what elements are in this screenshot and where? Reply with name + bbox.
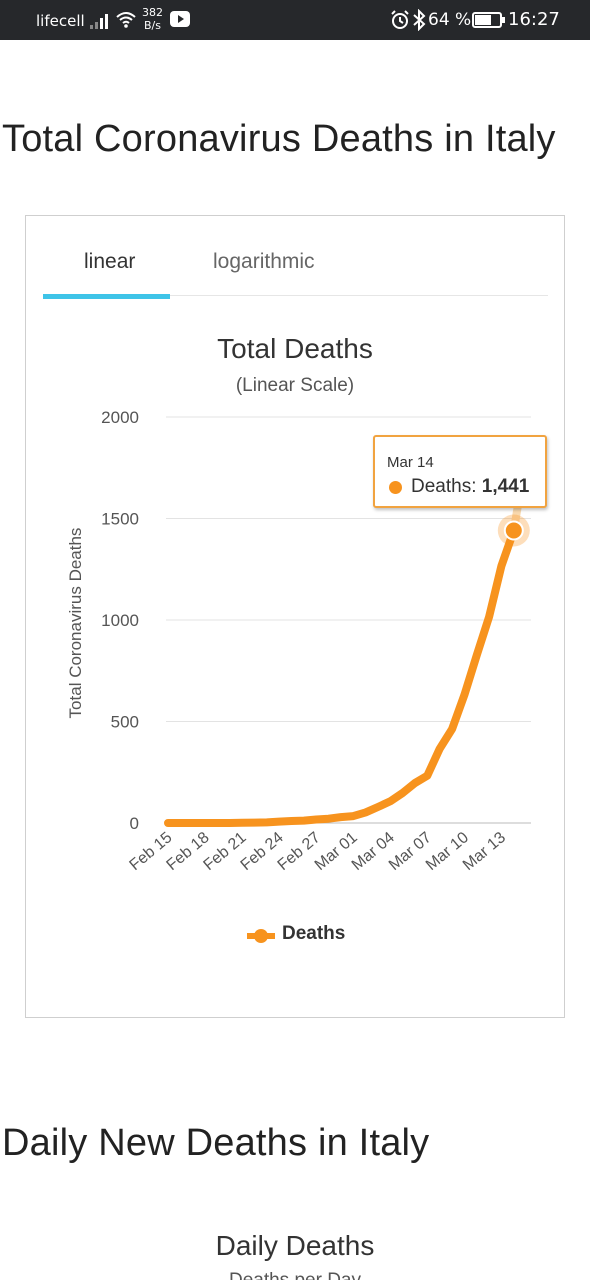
y-axis-label: Total Coronavirus Deaths: [66, 528, 85, 719]
gridlines: [166, 416, 531, 824]
daily-chart-subtitle: Deaths per Day: [0, 1270, 590, 1280]
y-tick-label: 1500: [101, 510, 139, 529]
hover-marker: [497, 514, 530, 547]
status-time: 16:27: [508, 9, 560, 30]
section-title-daily-deaths: Daily New Deaths in Italy: [2, 1122, 430, 1164]
legend-swatch-deaths: [247, 929, 275, 943]
hover-point[interactable]: [503, 520, 524, 541]
tooltip-date: Mar 14: [387, 454, 434, 471]
tooltip-series: Deaths: 1,441: [411, 476, 530, 497]
daily-chart-title: Daily Deaths: [215, 1230, 375, 1261]
chart-subtitle: (Linear Scale): [235, 375, 355, 396]
tooltip-value: 1,441: [481, 476, 530, 497]
active-tab-indicator: [43, 294, 170, 299]
network-speed-value: 382: [142, 6, 163, 19]
battery-percent: 64 %: [428, 10, 472, 30]
wifi-icon: [116, 12, 136, 28]
youtube-icon: [170, 11, 190, 27]
scale-tabs: linear logarithmic: [43, 216, 548, 299]
tab-linear[interactable]: linear: [84, 250, 136, 273]
y-tick-label: 2000: [101, 408, 139, 427]
network-speed-unit: B/s: [144, 19, 161, 32]
status-bar: lifecell 382 B/s 64 % 16:27: [0, 0, 590, 40]
series-deaths: [164, 451, 531, 827]
tooltip-series-name: Deaths: [411, 476, 472, 497]
chart-tooltip: Mar 14 Deaths: 1,441: [373, 435, 547, 508]
signal-icon: [90, 14, 108, 29]
x-tick-label: Mar 13: [460, 829, 509, 874]
battery-icon: [472, 12, 505, 28]
y-tick-label: 1000: [101, 611, 139, 630]
tooltip-series-dot: [389, 481, 402, 494]
legend-label-deaths: Deaths: [282, 923, 346, 944]
chart-card: linear logarithmic Total Deaths (Linear …: [25, 215, 565, 1018]
y-tick-label: 0: [130, 814, 139, 833]
series-line-deaths: [164, 526, 518, 827]
chart-title: Total Deaths: [217, 333, 373, 364]
y-tick-label: 500: [111, 713, 139, 732]
network-speed: 382 B/s: [142, 6, 163, 32]
bluetooth-icon: [413, 9, 426, 31]
section-title-total-deaths: Total Coronavirus Deaths in Italy: [2, 118, 556, 160]
alarm-icon: [391, 10, 409, 29]
carrier-name: lifecell: [36, 12, 85, 30]
y-axis-ticks: 2000 1500 1000 500 0: [101, 408, 139, 833]
tab-logarithmic[interactable]: logarithmic: [213, 250, 315, 273]
